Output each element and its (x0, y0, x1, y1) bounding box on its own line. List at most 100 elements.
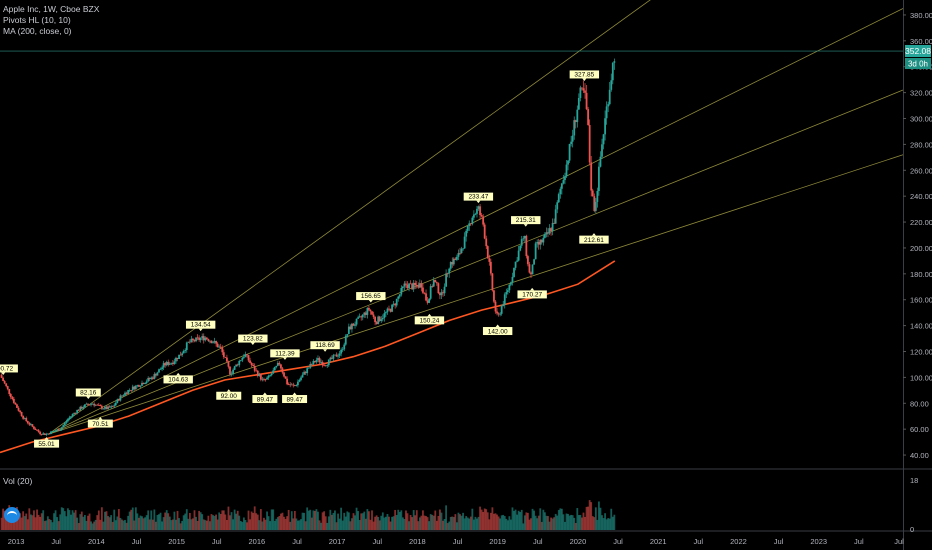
pivot-label-box (238, 334, 268, 343)
candle-body (341, 349, 344, 351)
candle-body (500, 305, 503, 314)
volume-bar (602, 518, 605, 530)
price-tick-label: 200.00 (910, 244, 932, 253)
candle-body (425, 293, 427, 301)
volume-bar (259, 509, 262, 530)
volume-bar (105, 511, 108, 530)
volume-bar (150, 510, 153, 530)
candle-body (499, 313, 502, 315)
volume-bar (284, 518, 287, 530)
volume-axis: 0 18 (910, 476, 918, 534)
candle-body (445, 273, 447, 287)
candle-body (131, 386, 134, 391)
volume-bar (210, 514, 213, 530)
price-axis[interactable]: 40.00 60.00 80.00 100.00 120.00 140.00 160.00 1… (903, 11, 932, 460)
volume-bar (587, 506, 590, 530)
candle-body (363, 312, 366, 315)
candle-body (37, 430, 40, 432)
volume-bar (412, 510, 415, 530)
volume-bar (45, 520, 48, 530)
time-tick-label: 2016 (249, 537, 266, 546)
candle-body (451, 261, 454, 265)
candle-body (244, 354, 247, 357)
candle-body (300, 377, 302, 380)
volume-bar (482, 511, 485, 530)
candle-body (405, 283, 407, 285)
volume-bar (159, 512, 162, 530)
volume-bar (573, 517, 576, 530)
candle-body (114, 402, 117, 406)
volume-bar (289, 521, 292, 530)
volume-bar (590, 502, 593, 530)
candle-body (494, 301, 497, 312)
pivot-label-box (185, 320, 216, 329)
volume-bar (190, 519, 193, 530)
price-tick-label: 380.00 (910, 11, 932, 20)
volume-bar (414, 515, 417, 530)
legend-ma[interactable]: MA (200, close, 0) (3, 26, 72, 36)
legend-volume[interactable]: Vol (20) (3, 476, 33, 486)
volume-bar (57, 521, 60, 530)
volume-bar (326, 522, 329, 530)
time-tick-label: Jul (774, 537, 784, 546)
pivot-label-box (579, 235, 609, 244)
volume-bar (440, 512, 443, 530)
candle-body (388, 308, 390, 310)
candle-body (313, 360, 316, 363)
candle-body (70, 416, 72, 418)
candle-body (469, 223, 472, 225)
pivot-label-text: 150.24 (419, 318, 439, 325)
time-axis[interactable]: 2013 Jul 2014 Jul 2015 Jul 2016 Jul 2017 Jul 2018 J… (8, 537, 904, 546)
candle-body (77, 409, 80, 411)
volume-bar (452, 517, 455, 530)
candle-body (466, 225, 469, 231)
candle-body (426, 300, 429, 303)
volume-bar (148, 519, 151, 530)
candle-body (68, 417, 71, 420)
candle-body (446, 273, 449, 275)
volume-bar (335, 522, 338, 530)
volume-bar (576, 508, 579, 530)
volume-bar (553, 517, 556, 530)
price-candles[interactable] (0, 58, 616, 437)
chart-legend[interactable]: Apple Inc, 1W, Cboe BZX Pivots HL (10, 1… (3, 4, 99, 37)
candle-body (12, 399, 15, 403)
candle-body (273, 367, 276, 371)
volume-bar (246, 522, 248, 530)
volume-bar (428, 521, 431, 530)
volume-bar (9, 517, 12, 530)
volume-bar (591, 516, 594, 530)
candle-body (289, 384, 292, 386)
candle-body (608, 89, 611, 105)
legend-symbol[interactable]: Apple Inc, 1W, Cboe BZX (3, 4, 100, 14)
volume-bar (85, 520, 88, 530)
candle-body (224, 356, 227, 358)
candle-body (554, 209, 557, 224)
candle-body (347, 326, 350, 335)
price-tick-label: 320.00 (910, 89, 932, 98)
candle-body (369, 309, 372, 312)
candle-body (525, 235, 528, 257)
pivot-label-high: 233.47 (463, 192, 494, 204)
candle-body (54, 430, 57, 432)
volume-bar (198, 510, 201, 530)
volume-bar (290, 511, 293, 530)
candle-body (463, 236, 466, 249)
candle-body (548, 228, 551, 234)
volume-bar (418, 517, 421, 530)
tradingview-logo-icon[interactable] (4, 507, 20, 523)
candle-body (604, 118, 606, 135)
candle-body (384, 312, 387, 314)
legend-pivots[interactable]: Pivots HL (10, 10) (3, 15, 71, 25)
candle-body (31, 424, 34, 427)
volume-bar (329, 509, 332, 530)
candle-body (439, 293, 441, 296)
pivot-label-box (252, 395, 278, 404)
volume-bar (252, 512, 255, 530)
candle-body (462, 248, 464, 250)
pivot-pointer (523, 224, 528, 227)
pivot-label-box (282, 395, 308, 404)
volume-bar (303, 512, 305, 530)
candle-body (67, 419, 69, 422)
